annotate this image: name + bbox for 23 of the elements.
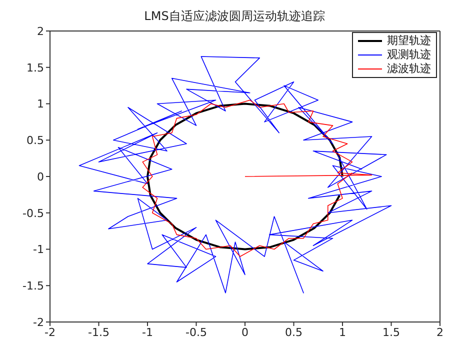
y-tick-label: -1.5 xyxy=(22,280,44,293)
legend-label: 滤波轨迹 xyxy=(387,62,431,76)
x-tick-label: 1 xyxy=(339,326,346,339)
x-tick-label: 0 xyxy=(242,326,248,339)
y-tick-label: 2 xyxy=(37,24,44,38)
y-tick-label: -2 xyxy=(33,316,44,329)
x-tick-label: 2 xyxy=(436,326,444,339)
y-tick-label: -0.5 xyxy=(22,206,44,220)
y-tick-label: 0.5 xyxy=(26,134,44,148)
x-tick-label: 0.5 xyxy=(285,326,302,339)
x-tick-label: -1.5 xyxy=(88,326,110,339)
y-tick-label: -1 xyxy=(33,243,44,256)
x-tick-label: -0.5 xyxy=(186,326,207,339)
x-tick-label: 1.5 xyxy=(382,326,400,339)
legend-label: 期望轨迹 xyxy=(387,34,431,48)
line-series xyxy=(142,100,372,257)
y-tick-label: 1.5 xyxy=(26,61,44,74)
x-tick-label: -1 xyxy=(142,326,153,339)
y-tick-label: 1 xyxy=(37,98,44,111)
line-series xyxy=(146,102,344,250)
chart-title: LMS自适应滤波圆周运动轨迹追踪 xyxy=(143,8,326,24)
y-tick-label: 0 xyxy=(37,170,44,184)
legend-label: 观测轨迹 xyxy=(387,48,431,62)
